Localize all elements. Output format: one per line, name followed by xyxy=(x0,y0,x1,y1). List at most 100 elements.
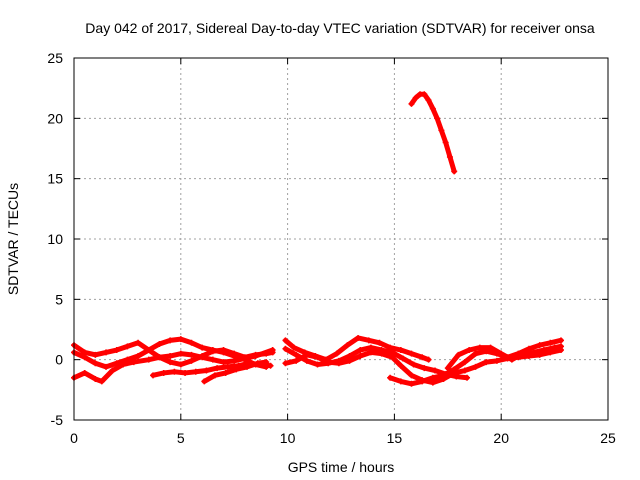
data-point xyxy=(429,105,436,112)
x-tick-label: 5 xyxy=(177,430,185,446)
data-point xyxy=(171,368,178,375)
data-point xyxy=(203,367,210,374)
data-point xyxy=(508,356,515,363)
data-point xyxy=(167,353,174,360)
data-point xyxy=(209,347,216,354)
data-point xyxy=(98,378,105,385)
data-point xyxy=(355,334,362,341)
data-point xyxy=(120,361,127,368)
data-point xyxy=(81,369,88,376)
grid-lines xyxy=(74,58,608,420)
data-point xyxy=(182,369,189,376)
data-point xyxy=(442,139,449,146)
data-point xyxy=(314,354,321,361)
data-point xyxy=(408,372,415,379)
plot-data xyxy=(71,91,565,387)
data-point xyxy=(434,115,441,122)
data-point xyxy=(421,91,428,98)
data-point xyxy=(156,340,163,347)
data-point xyxy=(472,363,479,370)
data-point xyxy=(291,344,298,351)
data-point xyxy=(92,375,99,382)
data-point xyxy=(293,351,300,358)
data-point xyxy=(282,360,289,367)
data-point xyxy=(130,359,137,366)
data-point xyxy=(419,378,426,385)
data-point xyxy=(199,354,206,361)
data-point xyxy=(199,344,206,351)
data-point xyxy=(346,357,353,364)
data-point xyxy=(188,351,195,358)
series-track-10 xyxy=(444,343,565,372)
data-point xyxy=(314,361,321,368)
data-point xyxy=(536,342,543,349)
data-point xyxy=(222,369,229,376)
data-point xyxy=(530,349,537,356)
data-point xyxy=(558,343,565,350)
data-point xyxy=(540,347,547,354)
data-point xyxy=(461,367,468,374)
series-track-11 xyxy=(408,91,458,175)
series-track-7 xyxy=(282,344,471,381)
data-point xyxy=(214,365,221,372)
data-point xyxy=(387,374,394,381)
data-point xyxy=(282,345,289,352)
data-point xyxy=(397,362,404,369)
data-point xyxy=(365,337,372,344)
data-point xyxy=(547,339,554,346)
data-point xyxy=(160,369,167,376)
data-point xyxy=(252,353,259,360)
data-point xyxy=(92,351,99,358)
y-tick-label: -5 xyxy=(51,412,64,428)
y-tick-label: 5 xyxy=(55,291,63,307)
data-point xyxy=(408,380,415,387)
y-tick-label: 10 xyxy=(47,231,63,247)
tick-labels: 0 5 10 15 20 25 -5 0 5 10 15 20 25 xyxy=(47,50,616,446)
data-point xyxy=(440,372,447,379)
data-point xyxy=(335,360,342,367)
y-tick-label: 25 xyxy=(47,50,63,66)
data-point xyxy=(220,359,227,366)
data-point xyxy=(293,357,300,364)
data-point xyxy=(188,339,195,346)
data-point xyxy=(498,350,505,357)
data-point xyxy=(483,359,490,366)
data-point xyxy=(167,337,174,344)
data-point xyxy=(399,355,406,362)
data-point xyxy=(224,363,231,370)
data-point xyxy=(412,94,419,101)
y-axis-label: SDTVAR / TECUs xyxy=(5,183,21,295)
data-point xyxy=(487,344,494,351)
data-point xyxy=(425,97,432,104)
data-point xyxy=(303,351,310,358)
data-point xyxy=(231,357,238,364)
data-point xyxy=(476,344,483,351)
data-point xyxy=(464,374,471,381)
data-point xyxy=(233,366,240,373)
data-point xyxy=(397,378,404,385)
data-point xyxy=(244,363,251,370)
data-point xyxy=(220,349,227,356)
data-point xyxy=(124,343,131,350)
y-tick-label: 20 xyxy=(47,110,63,126)
data-point xyxy=(303,357,310,364)
data-point xyxy=(451,366,458,373)
data-point xyxy=(367,349,374,356)
data-point xyxy=(109,367,116,374)
data-point xyxy=(241,355,248,362)
data-point xyxy=(188,357,195,364)
data-point xyxy=(269,347,276,354)
data-point xyxy=(421,365,428,372)
data-point xyxy=(177,361,184,368)
data-point xyxy=(472,350,479,357)
data-point xyxy=(461,359,468,366)
data-point xyxy=(209,356,216,363)
data-point xyxy=(254,360,261,367)
data-point xyxy=(177,350,184,357)
data-point xyxy=(145,356,152,363)
data-point xyxy=(167,359,174,366)
data-point xyxy=(378,350,385,357)
data-point xyxy=(446,153,453,160)
data-point xyxy=(425,356,432,363)
